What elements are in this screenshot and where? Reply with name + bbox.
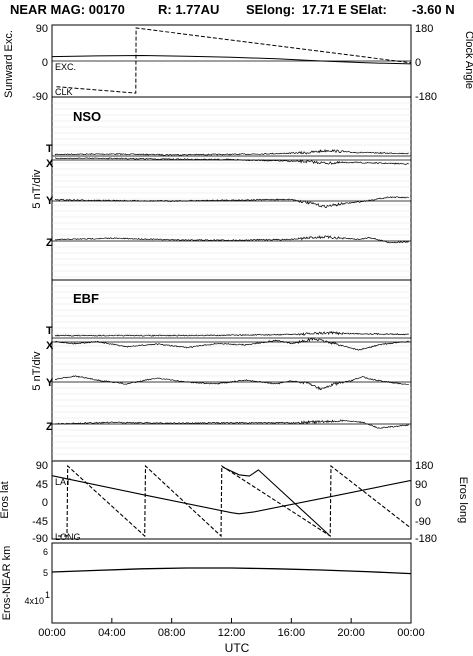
x-tick-label: 08:00: [158, 627, 186, 639]
clock-ytick-mid: 0: [415, 57, 421, 69]
eros-line-2: [222, 466, 331, 537]
eros-long-ylabel: Eros long: [457, 477, 469, 523]
clock-ytick-bottom: -180: [415, 91, 437, 103]
distance-tick-5: 5: [43, 568, 48, 578]
ebf-ylabel: 5 nT/div: [31, 351, 43, 391]
eros-lat-tick-45: 45: [36, 479, 48, 491]
nso-trace-x: X: [46, 158, 54, 170]
eros-lat-tick-m45: -45: [32, 516, 48, 528]
grid-lines: [52, 102, 411, 461]
distance-ylabel: Eros-NEAR km: [1, 546, 13, 621]
header-selat-label: SElat:: [350, 2, 387, 17]
ebf-trace-line-y: [54, 375, 409, 391]
nso-trace-line-x: [54, 157, 409, 165]
clock-angle-line: [56, 27, 412, 94]
panel-ebf-frame: [51, 279, 412, 462]
sunward-ylabel: Sunward Exc.: [3, 30, 15, 98]
x-axis-label: UTC: [225, 641, 250, 655]
nso-title: NSO: [73, 109, 101, 124]
eros-lat-tick-90: 90: [36, 460, 48, 472]
clock-ytick-top: 180: [415, 23, 433, 35]
distance-tick-4: 4x10: [24, 596, 44, 606]
nso-trace-line-t: [54, 148, 409, 156]
x-tick-label: 04:00: [98, 627, 126, 639]
sunward-ytick-bottom: -90: [32, 91, 48, 103]
eros-long-tick-m90: -90: [415, 516, 431, 528]
clock-ylabel: Clock Angle: [463, 31, 473, 89]
x-tick-label: 16:00: [278, 627, 306, 639]
sunward-exc-label: EXC.: [55, 62, 76, 72]
eros-line-0: [51, 475, 412, 515]
ebf-trace-line-z: [54, 419, 409, 429]
ebf-trace-t: T: [46, 325, 53, 337]
eros-lat-ylabel: Eros lat: [0, 481, 11, 518]
nso-trace-z: Z: [46, 237, 53, 249]
eros-long-label: LONG: [55, 532, 81, 542]
nso-ylabel: 5 nT/div: [31, 169, 43, 209]
ebf-trace-line-t: [54, 330, 409, 337]
header-selat-value: -3.60 N: [412, 2, 455, 17]
sunward-exc-line: [51, 54, 412, 65]
eros-long-tick-m180: -180: [415, 533, 437, 545]
sunward-clk-label: CLK: [55, 87, 73, 97]
nso-trace-t: T: [46, 143, 53, 155]
ebf-trace-x: X: [46, 340, 54, 352]
header-instrument: NEAR MAG: 00170: [10, 2, 125, 17]
eros-long-tick-0: 0: [415, 497, 421, 509]
plot-traces: [51, 27, 412, 575]
panel-distance-frame: [51, 542, 412, 624]
panel-nso-frame: [51, 96, 412, 281]
sunward-ytick-mid: 0: [42, 57, 48, 69]
eros-lat-tick-0: 0: [42, 497, 48, 509]
panel-eros-frame: [51, 460, 412, 540]
x-tick-label: 00:00: [38, 627, 66, 639]
nso-trace-line-y: [54, 196, 409, 209]
distance-tick-6: 6: [43, 547, 48, 557]
header-selong-value: 17.71 E: [302, 2, 347, 17]
eros-lat-tick-m90: -90: [32, 533, 48, 545]
ebf-trace-line-x: [54, 337, 410, 351]
distance-tick-exponent: 1: [45, 590, 50, 600]
x-axis-ticks: 00:00 04:00 08:00 12:00 16:00 20:00 00:00: [38, 618, 425, 639]
header-range: R: 1.77AU: [158, 2, 219, 17]
header-selong-label: SElong:: [246, 2, 295, 17]
eros-lat-label: LAT: [55, 477, 71, 487]
eros-line-1: [58, 464, 412, 538]
ebf-title: EBF: [73, 291, 99, 306]
nso-trace-line-z: [54, 235, 409, 244]
x-tick-label: 12:00: [218, 627, 246, 639]
x-tick-label: 00:00: [397, 627, 425, 639]
eros-long-tick-180: 180: [415, 460, 433, 472]
distance-line: [51, 567, 412, 575]
sunward-ytick-top: 90: [36, 23, 48, 35]
eros-long-tick-90: 90: [415, 479, 427, 491]
ebf-trace-z: Z: [46, 421, 53, 433]
nso-trace-y: Y: [46, 195, 54, 207]
x-tick-label: 20:00: [337, 627, 365, 639]
ebf-trace-y: Y: [46, 377, 54, 389]
